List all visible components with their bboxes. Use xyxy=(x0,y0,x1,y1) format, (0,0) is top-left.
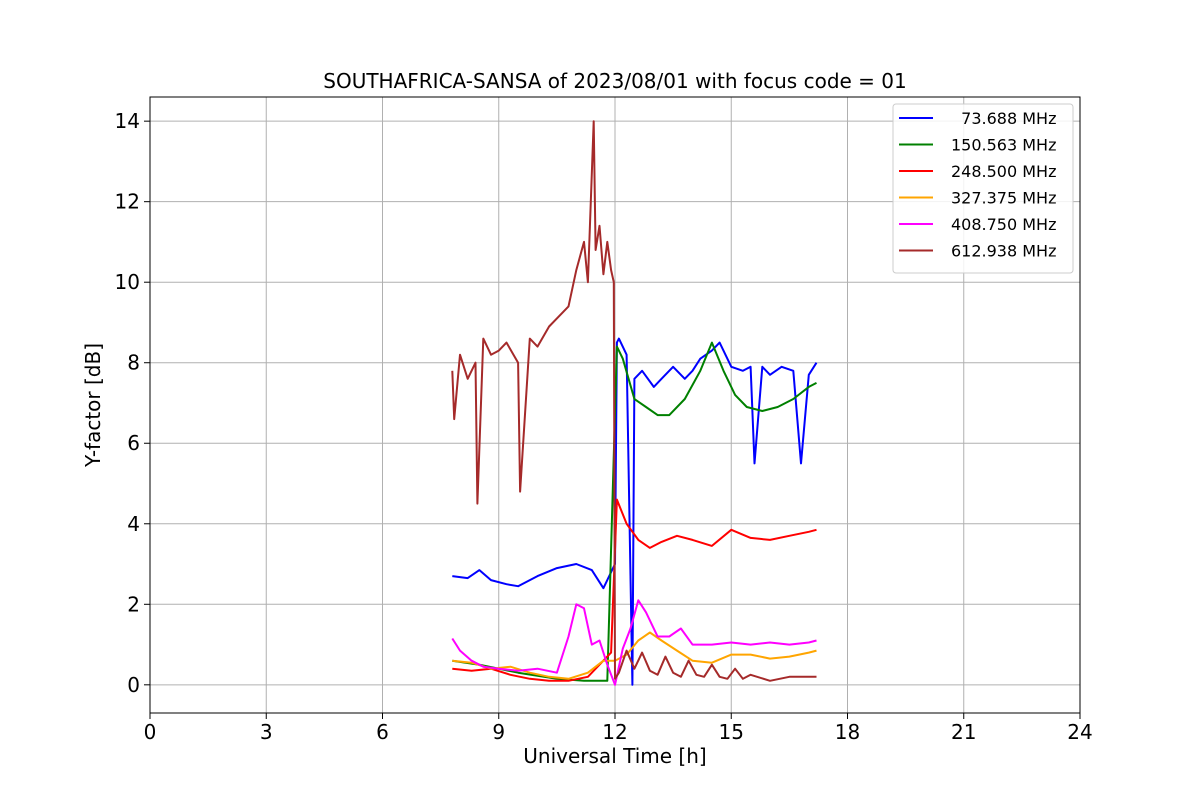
series-line-5 xyxy=(451,120,817,682)
x-tick-label: 18 xyxy=(835,720,860,744)
x-axis-label: Universal Time [h] xyxy=(523,744,706,768)
y-tick-label: 0 xyxy=(127,673,140,697)
y-tick-label: 12 xyxy=(115,190,140,214)
y-tick-label: 8 xyxy=(127,351,140,375)
x-tick-label: 3 xyxy=(260,720,273,744)
chart-title: SOUTHAFRICA-SANSA of 2023/08/01 with foc… xyxy=(323,69,907,93)
legend-label: 73.688 MHz xyxy=(951,109,1056,128)
legend-label: 248.500 MHz xyxy=(951,162,1056,181)
x-tick-label: 6 xyxy=(376,720,389,744)
x-tick-label: 21 xyxy=(951,720,976,744)
y-tick-label: 6 xyxy=(127,431,140,455)
series-line-2 xyxy=(452,498,817,682)
x-tick-label: 12 xyxy=(602,720,627,744)
y-tick-label: 4 xyxy=(127,512,140,536)
x-tick-label: 9 xyxy=(492,720,505,744)
x-axis-ticks: 0 3 6 9 12 15 18 21 24 xyxy=(144,713,1093,744)
y-axis-ticks: 0 2 4 6 8 10 12 14 xyxy=(115,109,150,697)
legend-label: 327.375 MHz xyxy=(951,189,1056,208)
y-tick-label: 10 xyxy=(115,270,140,294)
y-tick-label: 2 xyxy=(127,592,140,616)
legend-label: 612.938 MHz xyxy=(951,242,1056,261)
y-axis-label: Y-factor [dB] xyxy=(81,343,105,468)
legend-label: 150.563 MHz xyxy=(951,136,1056,155)
legend: 73.688 MHz 150.563 MHz 248.500 MHz 327.375 … xyxy=(892,103,1074,274)
legend-label: 408.750 MHz xyxy=(951,215,1056,234)
series-lines xyxy=(451,120,818,686)
x-tick-label: 15 xyxy=(719,720,744,744)
series-line-4 xyxy=(451,599,817,686)
x-tick-label: 24 xyxy=(1067,720,1092,744)
y-tick-label: 14 xyxy=(115,109,140,133)
legend-box xyxy=(892,103,1074,274)
series-line-0 xyxy=(452,337,818,686)
x-tick-label: 0 xyxy=(144,720,157,744)
